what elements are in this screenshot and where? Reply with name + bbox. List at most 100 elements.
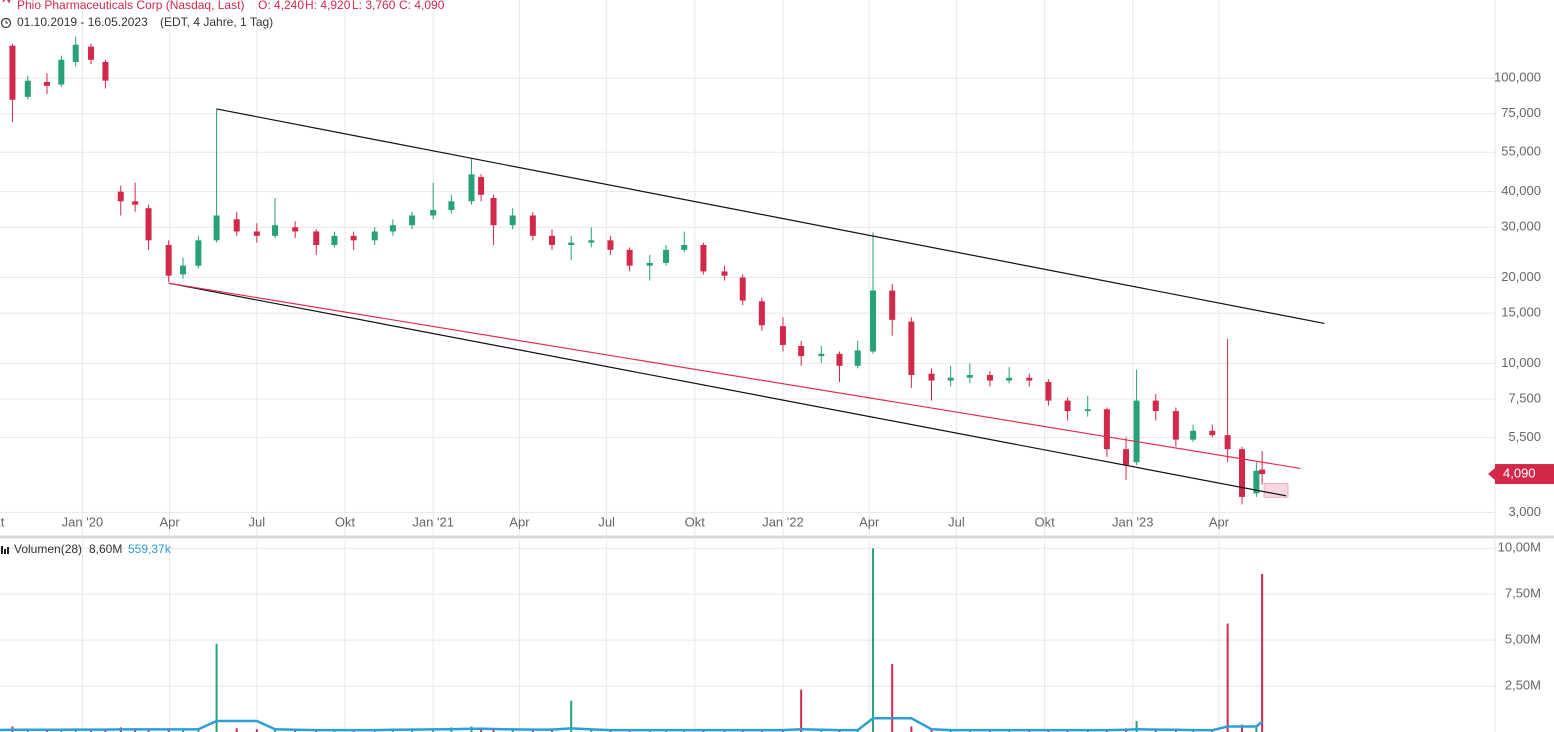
clock-icon	[0, 17, 12, 29]
candle-body	[132, 201, 139, 205]
x-tick-label: Okt	[1034, 514, 1055, 529]
candle-body	[1123, 449, 1130, 465]
y-tick-label: 30,000	[1501, 219, 1541, 234]
x-tick-label: Jul	[598, 514, 615, 529]
x-tick-label: Jul	[948, 514, 965, 529]
last-price-label: 4,090	[1503, 465, 1536, 480]
x-tick-label: Apr	[509, 514, 530, 529]
candle-body	[1006, 377, 1013, 381]
volume-bar	[910, 726, 913, 732]
candle-body	[213, 215, 220, 241]
trendline	[168, 282, 1287, 497]
candle-body	[490, 197, 497, 226]
candle-body	[588, 240, 595, 243]
candle-body	[700, 244, 707, 272]
candle-body	[72, 44, 79, 62]
candle-body	[739, 277, 746, 301]
ohlc-label: O: 4,240	[258, 0, 304, 12]
candle-body	[607, 240, 614, 250]
volume-bar	[820, 730, 823, 732]
candle-body	[102, 61, 109, 81]
candle-body	[448, 201, 455, 210]
candle-body	[854, 350, 861, 366]
candle-body	[331, 235, 338, 245]
x-tick-label: Apr	[1209, 514, 1230, 529]
volume-bar	[294, 730, 297, 732]
candle-body	[272, 225, 279, 236]
candle-body	[568, 242, 575, 245]
candle-body	[409, 215, 416, 226]
candle-body	[24, 80, 31, 97]
volume-bar	[1261, 573, 1264, 732]
volume-ma: 559,37k	[128, 542, 172, 556]
candle-body	[947, 377, 954, 381]
trendline	[168, 282, 1301, 470]
candle-body	[350, 235, 357, 241]
volume-bar	[1241, 724, 1243, 732]
chart-icon	[2, 0, 11, 4]
candle-body	[779, 326, 786, 345]
labels: Phio Pharmaceuticals Corp (Nasdaq, Last)…	[0, 0, 1554, 693]
candle-body	[986, 375, 993, 381]
candle-body	[117, 191, 124, 202]
volume-bar	[1135, 720, 1138, 732]
volume-bar	[215, 643, 218, 732]
last-price-pointer	[1488, 468, 1495, 481]
volume-bar	[45, 730, 48, 732]
candle-body	[371, 231, 378, 241]
candle-body	[1259, 469, 1266, 475]
y-tick-label: 40,000	[1501, 183, 1541, 198]
ohlc-label: H: 4,920	[305, 0, 351, 12]
candle-body	[233, 219, 240, 232]
volume-icon	[4, 549, 6, 554]
candle-body	[836, 353, 843, 366]
candle-body	[468, 174, 475, 202]
y-tick-label: 10,00M	[1498, 540, 1541, 555]
y-tick-label: 10,000	[1501, 355, 1541, 370]
candle-body	[1103, 409, 1110, 450]
candle-body	[1133, 400, 1140, 463]
volume-icon	[7, 547, 9, 554]
volume-bar	[197, 729, 200, 732]
ohlc-label: L: 3,760	[352, 0, 396, 12]
x-tick-label: Okt	[0, 514, 5, 529]
y-tick-label: 7,500	[1508, 390, 1541, 405]
volume-title: Volumen(28)	[14, 542, 82, 556]
candle-body	[1045, 382, 1052, 401]
volume-last: 8,60M	[89, 542, 122, 556]
candle-body	[313, 231, 320, 245]
candle-body	[529, 215, 536, 236]
clock-hand	[5, 20, 8, 24]
candle-body	[758, 301, 765, 326]
candle-body	[1190, 430, 1197, 440]
y-tick-label: 2,50M	[1505, 678, 1541, 693]
candle-body	[681, 244, 688, 250]
candle-body	[908, 321, 915, 376]
volume-bar	[891, 664, 894, 732]
candle-body	[1209, 430, 1216, 436]
candle-body	[58, 59, 65, 85]
candle-body	[966, 375, 973, 378]
volume-bar	[930, 729, 933, 732]
grid	[0, 0, 1495, 732]
volume-bar	[235, 728, 238, 732]
volume-bar	[800, 689, 803, 732]
candle-body	[1152, 400, 1159, 412]
candle-body	[1224, 435, 1231, 450]
candle-body	[389, 225, 396, 232]
volume-bar	[255, 729, 258, 732]
y-tick-label: 15,000	[1501, 305, 1541, 320]
instrument-title: Phio Pharmaceuticals Corp (Nasdaq, Last)	[17, 0, 244, 12]
x-tick-label: Apr	[859, 514, 880, 529]
candle-body	[165, 244, 172, 276]
highlight-box	[1263, 483, 1289, 498]
range-note: (EDT, 4 Jahre, 1 Tag)	[160, 15, 273, 29]
candle-body	[663, 249, 670, 263]
candle-body	[798, 346, 805, 357]
trendline	[216, 108, 1325, 325]
y-tick-label: 5,500	[1508, 429, 1541, 444]
candle-body	[253, 231, 260, 236]
candle-body	[1172, 411, 1179, 440]
x-tick-label: Jan '20	[62, 514, 104, 529]
